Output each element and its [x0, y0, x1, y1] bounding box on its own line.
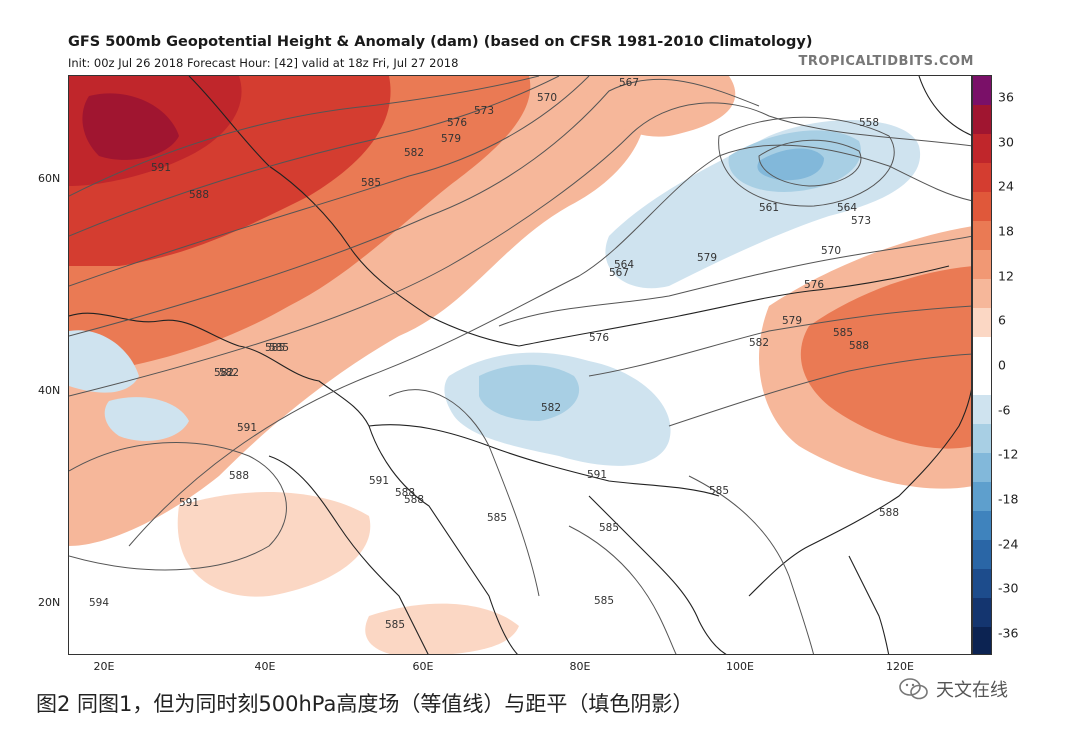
- colorbar-tick-label: -24: [998, 536, 1019, 552]
- colorbar-segment: [973, 163, 991, 192]
- colorbar-segment: [973, 221, 991, 250]
- contour-labels: 5675705735765795825855885915825855795825…: [89, 77, 899, 631]
- contour-label: 591: [587, 469, 607, 481]
- lon-label-120e: 120E: [886, 660, 914, 673]
- chart-subtitle: Init: 00z Jul 26 2018 Forecast Hour: [42…: [68, 56, 459, 70]
- height-contours: [69, 76, 971, 654]
- contour-label: 576: [804, 279, 824, 291]
- colorbar-segment: [973, 366, 991, 395]
- contour-label: 579: [697, 252, 717, 264]
- wechat-icon: [898, 677, 930, 701]
- lat-label-40n: 40N: [38, 384, 61, 397]
- colorbar-segment: [973, 134, 991, 163]
- colorbar-segment: [973, 627, 991, 654]
- colorbar-segment: [973, 453, 991, 482]
- contour-label: 567: [619, 77, 639, 89]
- lon-label-100e: 100E: [726, 660, 754, 673]
- contour-label: 561: [759, 202, 779, 214]
- figure-caption: 图2 同图1，但为同时刻500hPa高度场（等值线）与距平（填色阴影）: [36, 692, 694, 716]
- colorbar-segment: [973, 279, 991, 308]
- colorbar-tick-label: 30: [998, 134, 1014, 150]
- contour-label: 585: [361, 177, 381, 189]
- contour-label: 588: [849, 340, 869, 352]
- contour-label: 585: [265, 342, 285, 354]
- colorbar-segment: [973, 424, 991, 453]
- map-canvas: 5675705735765795825855885915825855795825…: [69, 76, 971, 654]
- contour-label: 582: [749, 337, 769, 349]
- contour-label: 591: [151, 162, 171, 174]
- colorbar-segment: [973, 308, 991, 337]
- contour-label: 588: [229, 470, 249, 482]
- colorbar-segment: [973, 337, 991, 366]
- positive-anomaly-fill: [69, 76, 971, 654]
- contour-label: 567: [609, 267, 629, 279]
- colorbar-tick-label: -36: [998, 625, 1019, 641]
- colorbar-tick-label: 6: [998, 312, 1006, 328]
- colorbar-segment: [973, 192, 991, 221]
- contour-label: 582: [214, 367, 234, 379]
- colorbar-segment: [973, 250, 991, 279]
- colorbar-segment: [973, 540, 991, 569]
- contour-label: 591: [237, 422, 257, 434]
- contour-label: 585: [269, 342, 289, 354]
- coastlines: [69, 76, 971, 654]
- contour-label: 585: [385, 619, 405, 631]
- contour-label: 585: [599, 522, 619, 534]
- colorbar-tick-label: -12: [998, 446, 1019, 462]
- contour-label: 594: [89, 597, 109, 609]
- contour-label: 582: [404, 147, 424, 159]
- colorbar-segment: [973, 76, 991, 105]
- watermark-text: 天文在线: [936, 680, 1008, 701]
- colorbar-segment: [973, 569, 991, 598]
- contour-label: 585: [709, 485, 729, 497]
- contour-label: 573: [474, 105, 494, 117]
- lat-label-60n: 60N: [38, 172, 61, 185]
- negative-anomaly-fill: [69, 119, 921, 466]
- anomaly-map: 567 570 573 576 579 582 585 588 591 582 585 579 582 5…: [68, 75, 972, 655]
- contour-label: 591: [179, 497, 199, 509]
- contour-label: 570: [821, 245, 841, 257]
- contour-label: 588: [404, 494, 424, 506]
- contour-label: 591: [369, 475, 389, 487]
- colorbar-tick-label: -18: [998, 491, 1019, 507]
- contour-label: 588: [395, 487, 415, 499]
- contour-label: 573: [851, 215, 871, 227]
- colorbar-segment: [973, 105, 991, 134]
- colorbar-tick-label: 0: [998, 357, 1006, 373]
- contour-label: 576: [589, 332, 609, 344]
- colorbar: [972, 75, 992, 655]
- contour-label: 585: [833, 327, 853, 339]
- colorbar-tick-label: 18: [998, 223, 1014, 239]
- lon-label-60e: 60E: [412, 660, 434, 673]
- colorbar-tick-label: 36: [998, 89, 1014, 105]
- contour-label: 570: [537, 92, 557, 104]
- colorbar-tick-label: -6: [998, 402, 1011, 418]
- colorbar-segment: [973, 511, 991, 540]
- contour-label: 579: [441, 133, 461, 145]
- contour-label: 582: [219, 367, 239, 379]
- contour-label: 588: [189, 189, 209, 201]
- lat-label-20n: 20N: [38, 596, 61, 609]
- colorbar-tick-label: 24: [998, 178, 1014, 194]
- lon-label-40e: 40E: [254, 660, 276, 673]
- lon-label-20e: 20E: [93, 660, 115, 673]
- watermark: 天文在线: [898, 676, 1008, 702]
- contour-label: 564: [614, 259, 634, 271]
- contour-label: 576: [447, 117, 467, 129]
- colorbar-segment: [973, 598, 991, 627]
- contour-label: 564: [837, 202, 857, 214]
- lon-label-80e: 80E: [569, 660, 591, 673]
- contour-label: 585: [594, 595, 614, 607]
- contour-label: 579: [782, 315, 802, 327]
- source-brand: TROPICALTIDBITS.COM: [798, 54, 974, 69]
- contour-label: 585: [487, 512, 507, 524]
- colorbar-segment: [973, 395, 991, 424]
- chart-title: GFS 500mb Geopotential Height & Anomaly …: [68, 34, 813, 50]
- colorbar-tick-label: -30: [998, 580, 1019, 596]
- contour-label: 558: [859, 117, 879, 129]
- contour-label: 588: [879, 507, 899, 519]
- colorbar-segment: [973, 482, 991, 511]
- colorbar-tick-label: 12: [998, 268, 1014, 284]
- contour-label: 582: [541, 402, 561, 414]
